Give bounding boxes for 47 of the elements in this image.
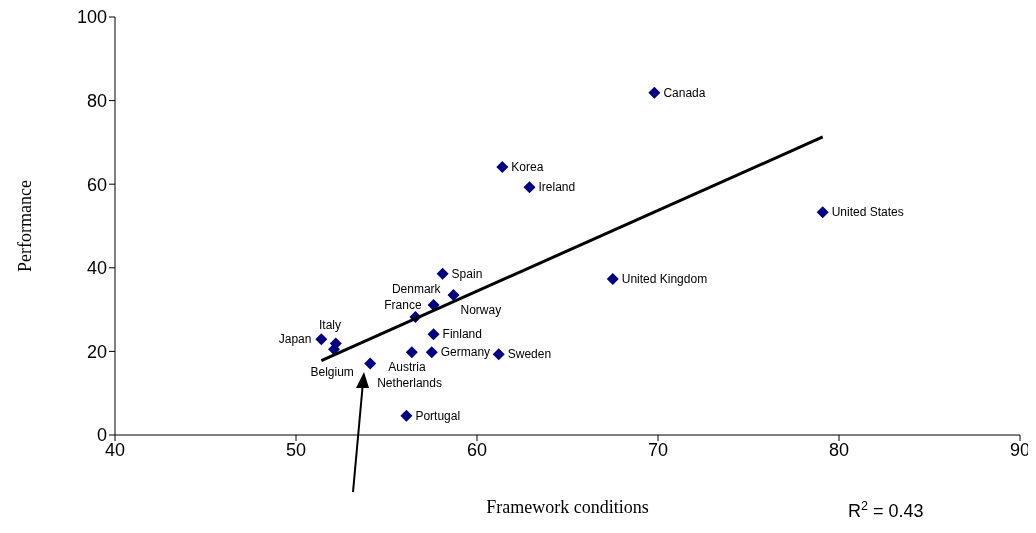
point [427,299,440,311]
annotation: Austria [388,359,426,374]
y-axis-title: Performance [15,180,36,272]
point [492,348,505,361]
annotation: France [384,297,422,312]
point [400,409,413,422]
point [315,333,328,346]
point [606,273,619,286]
x-tick-label: 40 [104,439,126,460]
annotation: Norway [460,303,502,318]
point [427,328,440,341]
point [405,346,418,359]
point [816,206,829,219]
text: R$^{2}$ = 0.43 [848,499,924,521]
point [425,346,438,359]
annotation: Korea [511,159,544,174]
y-tick-label: 60 [86,174,107,195]
x-tick-label: 60 [466,439,488,460]
point [364,357,377,370]
annotation: Sweden [507,347,552,362]
annotation: United Kingdom [621,271,708,286]
annotation: Germany [440,345,491,360]
x-tick-label: 70 [647,439,669,460]
y-tick-label: 0 [96,425,107,446]
annotation: Netherlands [377,375,442,390]
x-tick-label: 80 [828,439,850,460]
x-axis-title: Framework conditions [486,497,649,517]
annotation: Italy [319,317,342,332]
point [648,86,661,99]
y-tick-label: 20 [86,341,107,362]
annotation: Canada [663,85,706,100]
y-tick-label: 100 [76,7,107,28]
annotation: Ireland [538,180,576,195]
point [447,288,460,301]
annotation: Finland [442,327,482,342]
point [523,181,536,194]
y-tick-label: 80 [86,90,107,111]
x-tick-label: 50 [285,439,307,460]
point [496,161,509,174]
annotation: Portugal [415,408,461,423]
annotation: Spain [451,266,483,281]
annotation: Japan [278,332,312,347]
annotation: Belgium [310,364,354,379]
annotation: United States [831,205,904,220]
annotation: Denmark [391,281,442,296]
y-tick-label: 40 [86,258,107,279]
point [436,267,449,280]
